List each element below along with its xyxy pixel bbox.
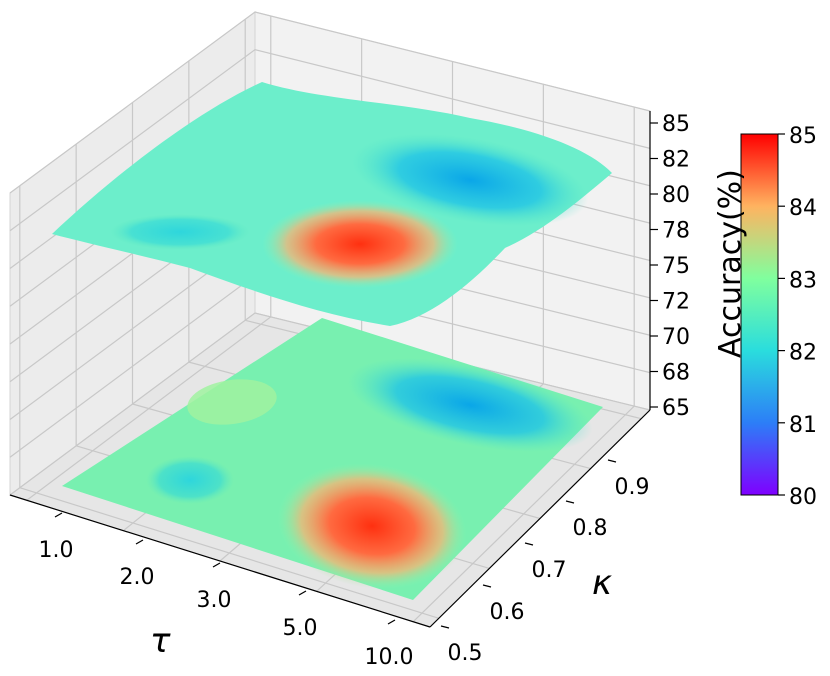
- contour-cold-region: [347, 358, 593, 452]
- y-tick-label: 0.6: [490, 600, 525, 625]
- x-tick-mark: [212, 562, 221, 568]
- x-tick-label: 5.0: [283, 616, 318, 641]
- y-tick-mark: [607, 459, 617, 463]
- y-axis-ticks: 0.5 0.6 0.70.8 0.9: [440, 459, 650, 666]
- colorbar-tick-label: 80: [789, 485, 817, 510]
- colorbar: 80 81 82 83 84 85 Accuracy(%): [713, 124, 817, 510]
- colorbar-tick-label: 84: [789, 196, 817, 221]
- x-axis-label: τ: [150, 621, 171, 661]
- surface-blue-strip: [110, 214, 250, 250]
- y-tick-label: 0.9: [615, 475, 650, 500]
- contour-light-region: [187, 379, 277, 425]
- y-tick-mark: [565, 500, 575, 504]
- colorbar-tick-label: 85: [789, 124, 817, 149]
- colorbar-tick-label: 81: [789, 413, 817, 438]
- colorbar-ticks: 80 81 82 83 84 85: [778, 124, 817, 510]
- y-tick-mark: [440, 625, 450, 629]
- colorbar-label: Accuracy(%): [713, 169, 748, 358]
- contour-cyan-region: [146, 456, 234, 504]
- z-tick-label: 82: [662, 148, 690, 173]
- colorbar-tick-label: 82: [789, 341, 817, 366]
- y-tick-label: 0.8: [573, 516, 608, 541]
- x-tick-label: 2.0: [120, 565, 155, 590]
- x-tick-mark: [298, 590, 307, 596]
- z-gridline: [9, 11, 651, 194]
- surface-cold-region: [351, 133, 589, 227]
- x-tick-label: 10.0: [365, 645, 414, 670]
- x-tick-mark: [387, 619, 396, 625]
- x-gridline: [412, 107, 635, 623]
- colorbar-tick-label: 83: [789, 268, 817, 293]
- y-tick-label: 0.7: [532, 558, 567, 583]
- x-tick-mark: [54, 512, 63, 518]
- x-tick-label: 1.0: [39, 538, 74, 563]
- z-tick-label: 72: [662, 290, 690, 315]
- surface-hot-region: [262, 200, 458, 288]
- z-tick-label: 75: [662, 254, 690, 279]
- y-tick-mark: [524, 542, 534, 546]
- contour-hot-region: [277, 463, 467, 589]
- z-axis-ticks: 65 68 70 72 75 78 80 82 85: [650, 112, 690, 421]
- x-tick-label: 3.0: [197, 588, 232, 613]
- z-tick-label: 80: [662, 183, 690, 208]
- axis-edges: [9, 111, 651, 628]
- z-tick-label: 78: [662, 219, 690, 244]
- x-tick-mark: [135, 539, 144, 545]
- z-gridline: [9, 48, 651, 232]
- z-tick-label: 85: [662, 112, 690, 137]
- y-gridline: [19, 185, 439, 619]
- contour-projection: [62, 318, 603, 600]
- y-tick-label: 0.5: [448, 641, 483, 666]
- y-tick-mark: [482, 584, 492, 588]
- x-axis-ticks: 1.0 2.0 3.0 5.0 10.0: [39, 512, 414, 670]
- colorbar-gradient: [740, 133, 779, 496]
- y-axis-label: κ: [592, 563, 612, 603]
- accuracy-surface: [52, 82, 612, 326]
- z-tick-label: 68: [662, 361, 690, 386]
- z-tick-label: 70: [662, 325, 690, 350]
- z-tick-label: 65: [662, 396, 690, 421]
